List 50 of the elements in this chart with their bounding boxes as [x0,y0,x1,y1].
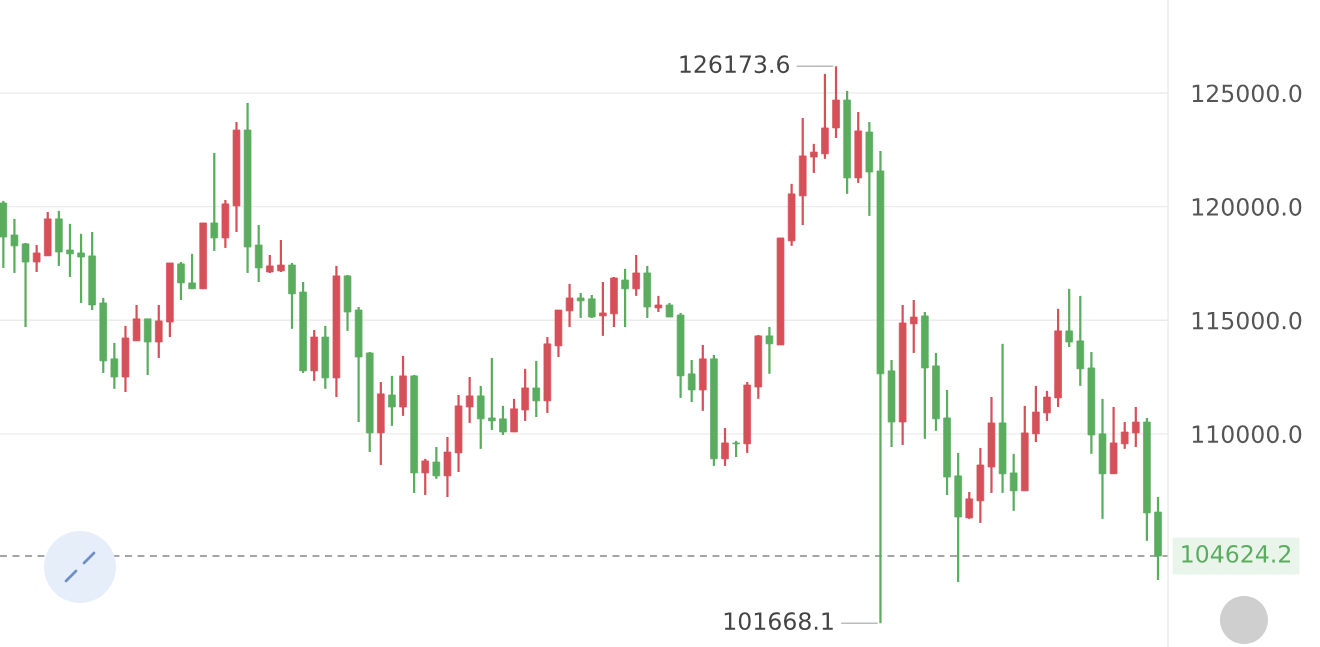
candlestick [810,142,818,175]
y-tick-label: 125000.0 [1192,84,1302,103]
candlestick [632,253,640,297]
candlestick [521,367,529,422]
candlestick [388,374,396,427]
y-tick-label: 120000.0 [1192,198,1302,216]
candlestick [32,243,41,274]
candlestick [143,317,152,377]
candlestick [21,241,30,329]
candlestick [532,359,541,419]
candlestick [599,280,607,337]
candlestick [277,238,285,274]
candlestick [510,397,518,434]
candlestick [177,260,185,302]
candlestick [1009,452,1018,512]
candlestick [132,303,141,342]
candlestick [909,298,918,355]
candlestick [465,375,474,425]
candlestick [1065,287,1073,349]
candlestick [965,490,974,520]
candlestick [765,325,774,375]
candlestick [1132,405,1140,449]
candlestick [1032,384,1040,444]
candlestick [687,358,696,404]
candlestick [154,303,163,360]
annotation: 126173.6 [680,55,790,74]
candlestick [621,267,629,329]
candlestick [254,223,263,284]
candlestick [476,384,485,450]
candlestick [565,282,574,329]
candlestick [110,341,119,390]
candlestick [499,404,507,437]
candlestick [66,222,74,279]
y-tick-label: 110000.0 [1192,425,1302,444]
candlestick [721,426,729,467]
candlestick [77,232,85,305]
ref-line-label: 104624.2 [1182,544,1290,563]
candlestick [488,356,496,432]
candlestick [1043,389,1051,422]
candlestick [1120,420,1129,450]
candlestick [576,291,585,320]
candlestick [210,151,219,252]
candlestick [10,217,19,275]
y-tick-label: 115000.0 [1192,311,1302,330]
candlestick [587,293,596,320]
candlestick [188,252,196,290]
annotation: 101668.1 [724,612,833,631]
candlestick [443,435,452,499]
candlestick [421,457,430,497]
candlestick [432,445,441,480]
